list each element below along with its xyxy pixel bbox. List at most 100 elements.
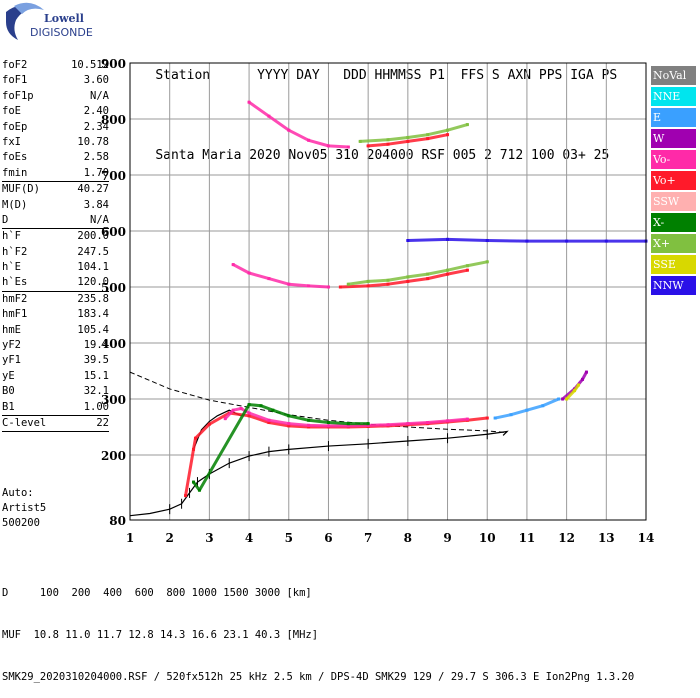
legend-item-nne: NNE bbox=[651, 87, 696, 106]
data-point bbox=[446, 272, 450, 276]
data-point bbox=[307, 284, 311, 288]
x-tick-label: 5 bbox=[285, 531, 293, 545]
data-point bbox=[465, 264, 469, 268]
param-row: hmF2 235.8 bbox=[2, 292, 109, 307]
data-point bbox=[326, 144, 330, 148]
header-label-day: DAY bbox=[296, 68, 320, 83]
y-tick-label: 200 bbox=[101, 449, 126, 463]
legend-item-x-: X+ bbox=[651, 234, 696, 253]
chart-points bbox=[184, 100, 648, 498]
series-vo-3f- bbox=[366, 133, 450, 148]
header-label-ddd: DDD bbox=[343, 68, 367, 83]
header-value-day: Nov05 bbox=[288, 148, 328, 163]
series-e bbox=[493, 397, 561, 420]
param-key: foF2 bbox=[2, 59, 28, 71]
header-value-p1: RSF bbox=[421, 148, 445, 163]
data-point bbox=[446, 268, 450, 272]
y-tick-label: 400 bbox=[101, 337, 126, 351]
param-value: 2.40 bbox=[83, 105, 109, 118]
x-tick-label: 2 bbox=[166, 531, 174, 545]
y-tick-label: 500 bbox=[101, 281, 126, 295]
data-point bbox=[426, 137, 430, 141]
param-value: 247.5 bbox=[77, 245, 109, 258]
data-point bbox=[386, 142, 390, 146]
param-row: C-level 22 bbox=[2, 416, 109, 431]
data-point bbox=[366, 279, 370, 283]
x-tick-label: 4 bbox=[245, 531, 253, 545]
data-point bbox=[287, 422, 291, 426]
data-point bbox=[426, 421, 430, 425]
y-tick-labels: 80 200 300 400 500 600 700 800 900 bbox=[101, 57, 126, 528]
header-label-hhmmss: HHMMSS bbox=[374, 68, 422, 83]
param-value: 39.5 bbox=[83, 354, 109, 367]
param-value: 120.0 bbox=[77, 276, 109, 289]
y-tick-label: 700 bbox=[101, 169, 126, 183]
param-row: foEs 2.58 bbox=[2, 150, 109, 165]
footer-file-row: SMK29_2020310204000.RSF / 520fx512h 25 k… bbox=[2, 671, 635, 683]
data-point bbox=[307, 423, 311, 427]
param-key: foE bbox=[2, 105, 21, 118]
logo-line1: Lowell bbox=[44, 12, 84, 25]
data-point bbox=[386, 282, 390, 286]
x-tick-label: 1 bbox=[126, 531, 134, 545]
data-point bbox=[577, 383, 581, 387]
param-row: foF1 3.60 bbox=[2, 73, 109, 88]
data-point bbox=[346, 145, 350, 149]
param-value: 105.4 bbox=[77, 323, 109, 336]
data-point bbox=[247, 411, 251, 415]
series-vo-2f- bbox=[231, 263, 330, 289]
data-point bbox=[465, 268, 469, 272]
data-point bbox=[366, 284, 370, 288]
logo-swoosh-light bbox=[14, 2, 44, 14]
series-trace bbox=[565, 383, 581, 401]
param-row: h`F 200.0 bbox=[2, 229, 109, 244]
param-row: B0 32.1 bbox=[2, 384, 109, 399]
data-point bbox=[584, 370, 588, 374]
data-point bbox=[247, 271, 251, 275]
data-point bbox=[406, 275, 410, 279]
param-row: foF2 10.512 bbox=[2, 58, 109, 73]
legend-item-sse: SSE bbox=[651, 255, 696, 274]
param-key: hmF2 bbox=[2, 292, 28, 305]
data-point bbox=[604, 239, 608, 243]
data-point bbox=[386, 138, 390, 142]
footer-muf-row: MUF 10.8 11.0 11.7 12.8 14.3 16.6 23.1 4… bbox=[2, 629, 319, 641]
data-point bbox=[565, 239, 569, 243]
param-row: yF2 19.4 bbox=[2, 338, 109, 353]
param-key: hmF1 bbox=[2, 308, 28, 321]
param-value: 32.1 bbox=[83, 385, 109, 398]
header-value-pps: 100 bbox=[531, 148, 555, 163]
y-tick-label: 600 bbox=[101, 225, 126, 239]
data-point bbox=[247, 403, 251, 407]
param-divider bbox=[2, 228, 109, 230]
data-point bbox=[525, 239, 529, 243]
param-value: 235.8 bbox=[77, 292, 109, 305]
param-key: B0 bbox=[2, 385, 15, 398]
footer-distance-row: D 100 200 400 600 800 1000 1500 3000 [km… bbox=[2, 587, 312, 599]
legend-item-e: E bbox=[651, 108, 696, 127]
data-point bbox=[192, 447, 196, 451]
series-w bbox=[561, 370, 588, 401]
param-divider bbox=[2, 181, 109, 183]
data-point bbox=[446, 133, 450, 137]
y-tick-label: 800 bbox=[101, 113, 126, 127]
data-point bbox=[565, 397, 569, 401]
legend-item-nnw: NNW bbox=[651, 276, 696, 295]
data-point bbox=[406, 422, 410, 426]
header-label-pps: PPS bbox=[538, 68, 563, 83]
data-point bbox=[465, 417, 469, 421]
data-point bbox=[267, 421, 271, 425]
series-sse bbox=[565, 383, 581, 401]
data-point bbox=[426, 277, 430, 281]
muf-dashed-curve bbox=[129, 371, 508, 434]
x-tick-label: 10 bbox=[479, 531, 496, 545]
data-point bbox=[307, 418, 311, 422]
data-point bbox=[231, 408, 235, 412]
header-value-axn: 712 bbox=[499, 148, 524, 163]
header-label-yyyy: YYYY bbox=[257, 68, 289, 83]
data-point bbox=[247, 414, 251, 418]
ionogram-chart: 1 2 3 4 5 6 7 8 9 10 11 12 13 14 80200300400500600700… bbox=[101, 57, 654, 545]
series-trace bbox=[192, 403, 370, 492]
series-vo-2f- bbox=[338, 268, 469, 289]
data-point bbox=[197, 488, 201, 492]
